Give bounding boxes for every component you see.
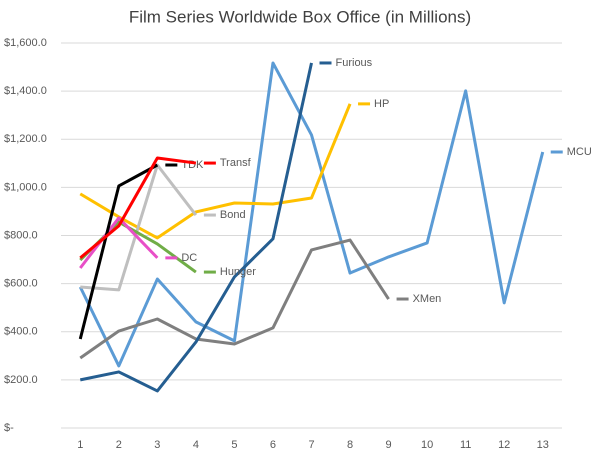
x-tick-label: 6 bbox=[270, 439, 276, 451]
series-label: XMen bbox=[413, 293, 442, 305]
series-line bbox=[79, 62, 313, 393]
series-label: Hunger bbox=[220, 266, 256, 278]
x-tick-label: 1 bbox=[77, 439, 83, 451]
series-label: Transf bbox=[220, 157, 252, 169]
x-tick-label: 2 bbox=[116, 439, 122, 451]
series-label: MCU bbox=[567, 146, 592, 158]
x-tick-label: 13 bbox=[537, 439, 549, 451]
x-tick-label: 5 bbox=[231, 439, 237, 451]
y-tick-label: $1,000.0 bbox=[4, 181, 47, 193]
series-label: DC bbox=[181, 252, 197, 264]
y-tick-label: $1,200.0 bbox=[4, 133, 47, 145]
y-tick-label: $800.0 bbox=[4, 229, 38, 241]
series-line bbox=[80, 163, 198, 292]
x-tick-label: 10 bbox=[421, 439, 433, 451]
series-line bbox=[79, 238, 390, 360]
series-line bbox=[78, 61, 545, 368]
y-tick-label: $- bbox=[4, 422, 14, 434]
series-line bbox=[79, 156, 197, 260]
series-line bbox=[78, 163, 159, 340]
series-line bbox=[79, 216, 159, 269]
series-line bbox=[79, 103, 352, 240]
y-tick-label: $600.0 bbox=[4, 278, 38, 290]
y-tick-label: $400.0 bbox=[4, 326, 38, 338]
y-tick-label: $200.0 bbox=[4, 374, 38, 386]
y-tick-label: $1,600.0 bbox=[4, 37, 47, 49]
x-tick-label: 9 bbox=[386, 439, 392, 451]
series-label: Bond bbox=[220, 209, 246, 221]
x-tick-label: 7 bbox=[308, 439, 314, 451]
x-tick-label: 12 bbox=[498, 439, 510, 451]
x-tick-label: 3 bbox=[154, 439, 160, 451]
chart-title: Film Series Worldwide Box Office (in Mil… bbox=[129, 7, 471, 26]
x-tick-label: 8 bbox=[347, 439, 353, 451]
x-tick-label: 4 bbox=[193, 439, 199, 451]
x-tick-label: 11 bbox=[460, 439, 471, 451]
y-tick-label: $1,400.0 bbox=[4, 85, 47, 97]
series-label: HP bbox=[374, 98, 389, 110]
series-label: Furious bbox=[336, 57, 373, 69]
